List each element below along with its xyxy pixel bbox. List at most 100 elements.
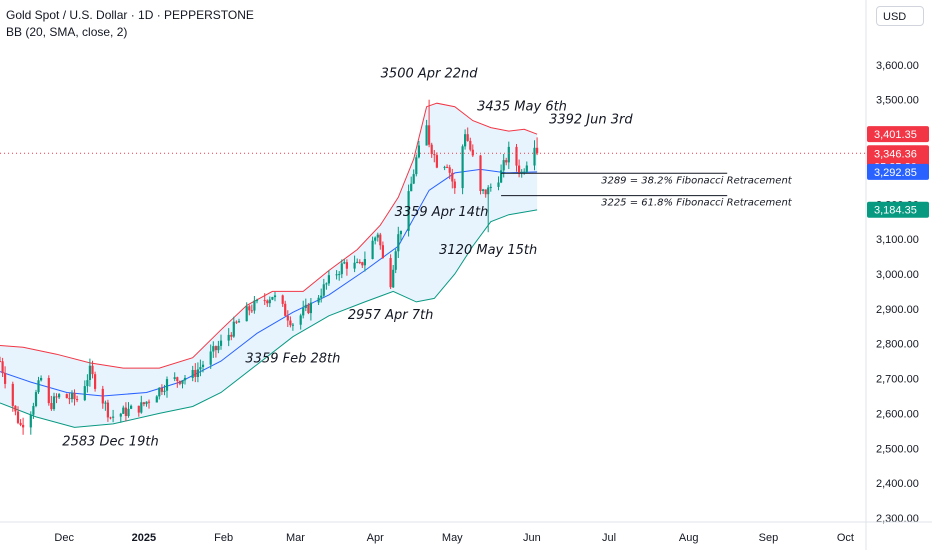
candle-body xyxy=(106,402,109,418)
candle-body xyxy=(515,146,518,166)
candle-body xyxy=(356,261,359,263)
fib-level-label: 3225 = 61.8% Fibonacci Retracement xyxy=(601,198,793,209)
candle-body xyxy=(289,320,292,326)
price-badge-value: 3,184.35 xyxy=(874,205,917,217)
candle-body xyxy=(520,171,523,173)
candle-body xyxy=(230,334,233,337)
candle-body xyxy=(374,237,377,241)
candle-body xyxy=(361,262,364,266)
candle-body xyxy=(163,390,166,392)
time-tick-label: Mar xyxy=(286,532,305,544)
fib-level-label: 3289 = 38.2% Fibonacci Retracement xyxy=(601,175,793,186)
candle-body xyxy=(448,167,451,173)
candle-body xyxy=(235,321,238,323)
candle-body xyxy=(415,157,418,175)
time-tick-label: 2025 xyxy=(132,532,156,544)
candle-body xyxy=(47,378,50,404)
candle-body xyxy=(245,306,248,322)
candle-body xyxy=(536,147,539,154)
price-tick-label: 3,600.00 xyxy=(876,60,919,72)
candle-body xyxy=(482,189,485,191)
candle-body xyxy=(446,166,449,168)
candle-body xyxy=(381,245,384,258)
time-tick-label: Jul xyxy=(602,532,616,544)
candle-body xyxy=(263,300,266,302)
band-lower-line xyxy=(0,209,538,428)
candle-body xyxy=(335,274,338,276)
candle-body xyxy=(16,411,20,423)
candle-body xyxy=(142,402,145,405)
candle-body xyxy=(376,234,379,238)
candle-body xyxy=(307,304,310,314)
price-badge xyxy=(867,201,929,218)
candle-body xyxy=(1,361,4,374)
candle-body xyxy=(76,399,79,401)
candle-body xyxy=(22,424,25,428)
candle-body xyxy=(94,374,97,389)
symbol-title[interactable]: Gold Spot / U.S. Dollar · 1D · PEPPERSTO… xyxy=(6,8,254,22)
candle-body xyxy=(65,394,68,399)
candle-body xyxy=(309,302,312,314)
time-axis[interactable]: Dec 2025 Feb Mar Apr May Jun Jul Aug Sep Oct xyxy=(0,521,932,544)
candle-body xyxy=(371,240,374,259)
candle-body xyxy=(466,134,469,141)
price-badge-value: 3,292.85 xyxy=(874,167,917,179)
candle-body xyxy=(4,373,7,384)
band-upper-line xyxy=(0,102,538,369)
candle-body xyxy=(52,396,56,410)
candle-body xyxy=(291,324,294,326)
bollinger-band-fill xyxy=(0,103,538,428)
candle-body xyxy=(253,300,256,311)
candle-body xyxy=(410,183,413,192)
candle-body xyxy=(83,386,86,401)
band-area xyxy=(0,103,538,428)
currency-button[interactable]: USD xyxy=(876,6,924,26)
time-tick-label: Oct xyxy=(837,532,854,544)
price-annotation: 2957 Apr 7th xyxy=(348,308,433,323)
candle-body xyxy=(181,380,184,384)
price-tick-label: 2,800.00 xyxy=(876,339,919,351)
price-tick-label: 2,600.00 xyxy=(876,408,919,420)
candle-body xyxy=(322,284,325,296)
price-badge-value: 3,346.36 xyxy=(874,148,917,160)
price-tick-label: 2,900.00 xyxy=(876,304,919,316)
candle-body xyxy=(209,351,212,365)
candle-body xyxy=(183,377,187,381)
time-tick-label: Sep xyxy=(759,532,779,544)
candle-body xyxy=(343,262,346,264)
candle-body xyxy=(469,140,472,150)
price-axis[interactable]: 2,300.00 2,400.00 2,500.00 2,600.00 2,700.00… xyxy=(865,0,919,550)
candle-body xyxy=(227,334,230,341)
candle-body xyxy=(471,149,474,156)
price-labels: 3,401.353,346.3605:35:303,292.853,184.35 xyxy=(867,126,929,218)
candle-body xyxy=(500,170,503,183)
price-tick-label: 3,100.00 xyxy=(876,234,919,246)
price-tick-label: 3,000.00 xyxy=(876,269,919,281)
candle-body xyxy=(394,251,397,270)
candle-body xyxy=(88,365,91,380)
price-tick-label: 2,500.00 xyxy=(876,443,919,455)
candle-body xyxy=(91,365,94,375)
candle-body xyxy=(104,402,107,404)
candle-body xyxy=(487,187,490,195)
candle-body xyxy=(479,155,482,191)
candle-body xyxy=(451,172,454,182)
price-annotation: 3120 May 15th xyxy=(439,243,537,258)
candle-body xyxy=(145,401,148,405)
candle-body xyxy=(345,262,348,269)
candle-body xyxy=(358,261,361,263)
candle-body xyxy=(212,346,215,352)
candle-body xyxy=(165,379,169,391)
candle-body xyxy=(101,388,104,404)
candle-body xyxy=(140,402,143,413)
candle-body xyxy=(219,340,223,346)
candle-body xyxy=(29,414,32,428)
price-tick-label: 3,500.00 xyxy=(876,95,919,107)
indicator-legend[interactable]: BB (20, SMA, close, 2) xyxy=(6,25,128,39)
candle-body xyxy=(196,369,199,377)
candle-body xyxy=(55,396,58,398)
candle-body xyxy=(191,370,194,378)
candle-body xyxy=(50,403,53,410)
